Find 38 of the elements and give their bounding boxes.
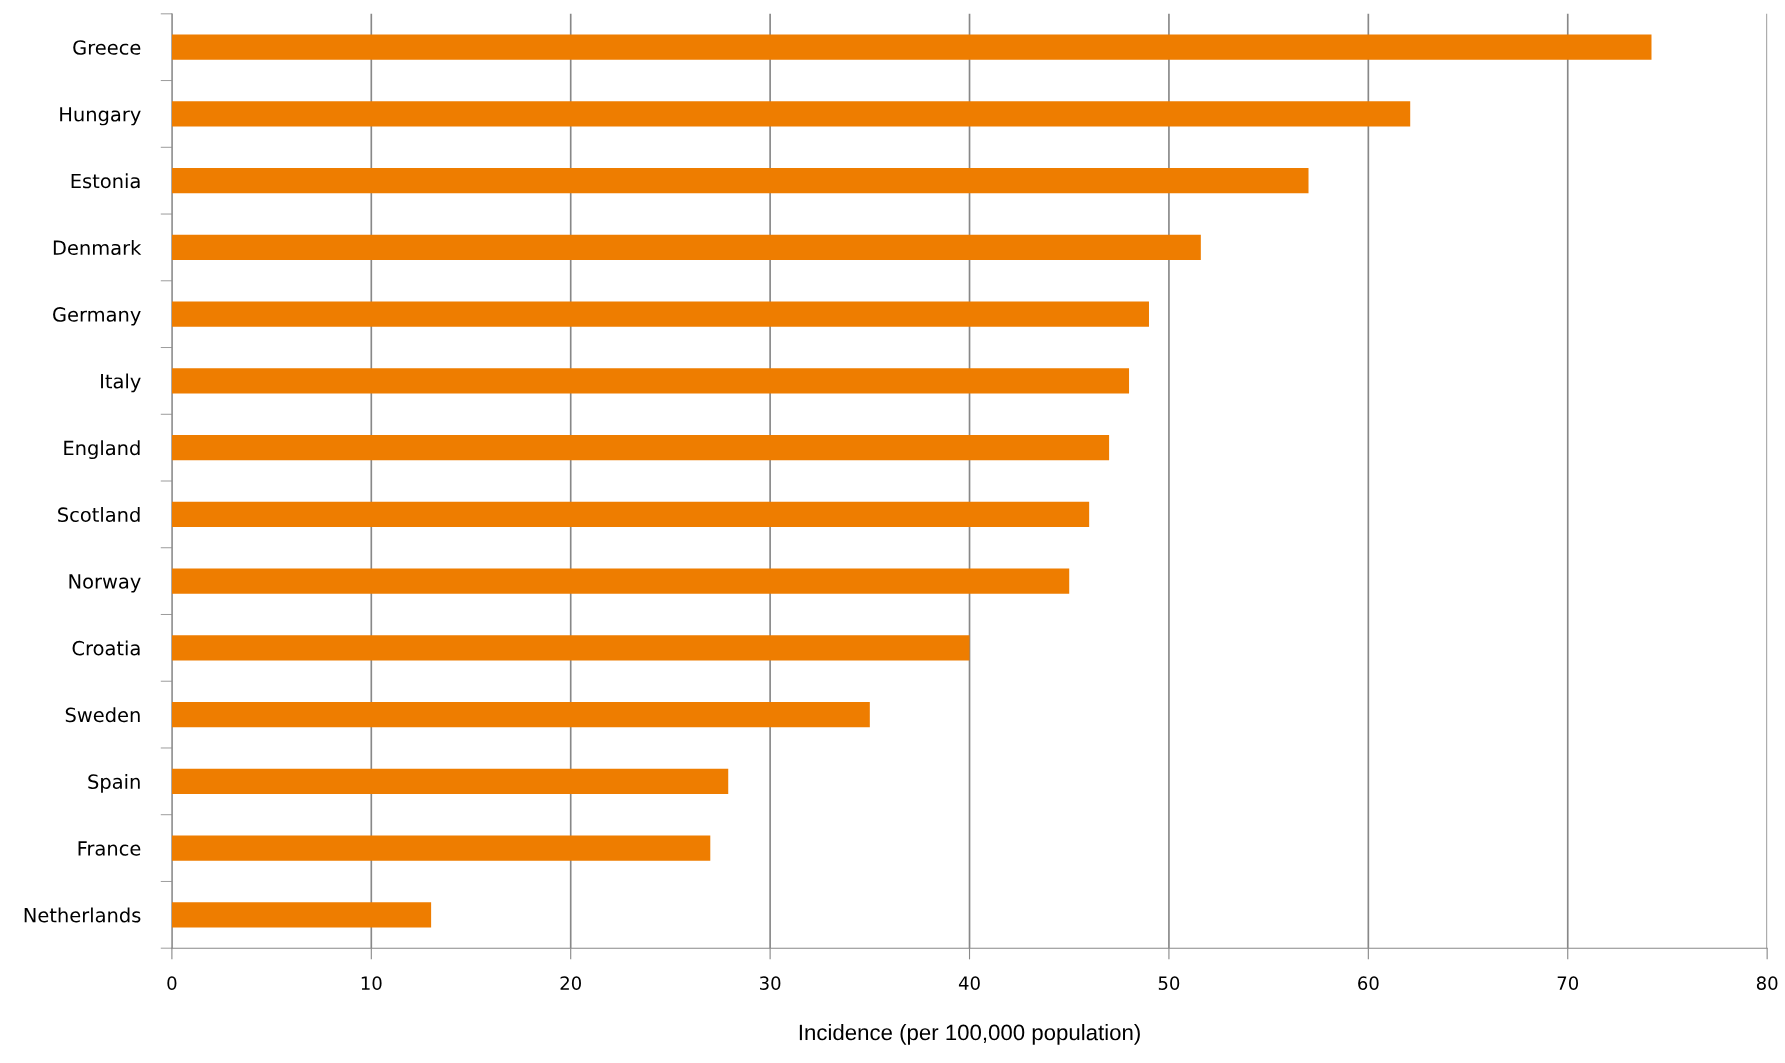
x-tick-label: 60 [1358,976,1379,990]
x-axis-title: Incidence (per 100,000 population) [799,1024,1140,1045]
x-tick-label: 70 [1557,976,1579,990]
bar [171,635,970,661]
y-tick-label: Hungary [60,107,141,126]
y-tick-label: Netherlands [24,907,141,923]
x-tick-label: 50 [1158,976,1180,990]
bar [171,501,1090,528]
y-tick-label: France [78,841,141,856]
bar [171,902,432,928]
bar [171,167,1309,194]
bar [171,301,1149,327]
bar [171,568,1070,594]
y-tick-label: Germany [53,307,141,326]
bar [171,835,711,861]
bar [171,34,1652,60]
x-tick-label: 0 [167,976,177,990]
y-tick-label: Greece [73,40,141,55]
y-tick-label: Italy [101,373,141,393]
y-tick-label: Spain [88,773,140,793]
x-tick-label: 80 [1756,976,1778,990]
y-tick-label: England [64,440,140,460]
x-tick-label: 20 [560,976,581,990]
bar [171,434,1110,461]
bar [171,234,1201,261]
y-tick-label: Estonia [71,173,140,189]
y-tick-label: Norway [69,574,141,593]
y-tick-label: Scotland [58,506,140,523]
x-tick-label: 40 [958,976,980,990]
bar [171,368,1130,394]
y-tick-label: Denmark [53,240,142,256]
y-tick-label: Sweden [65,707,140,723]
bar [171,768,729,795]
bar [171,101,1411,127]
x-tick-label: 10 [361,976,382,990]
y-tick-label: Croatia [72,640,140,656]
x-tick-label: 30 [760,976,781,990]
bar [171,701,870,728]
